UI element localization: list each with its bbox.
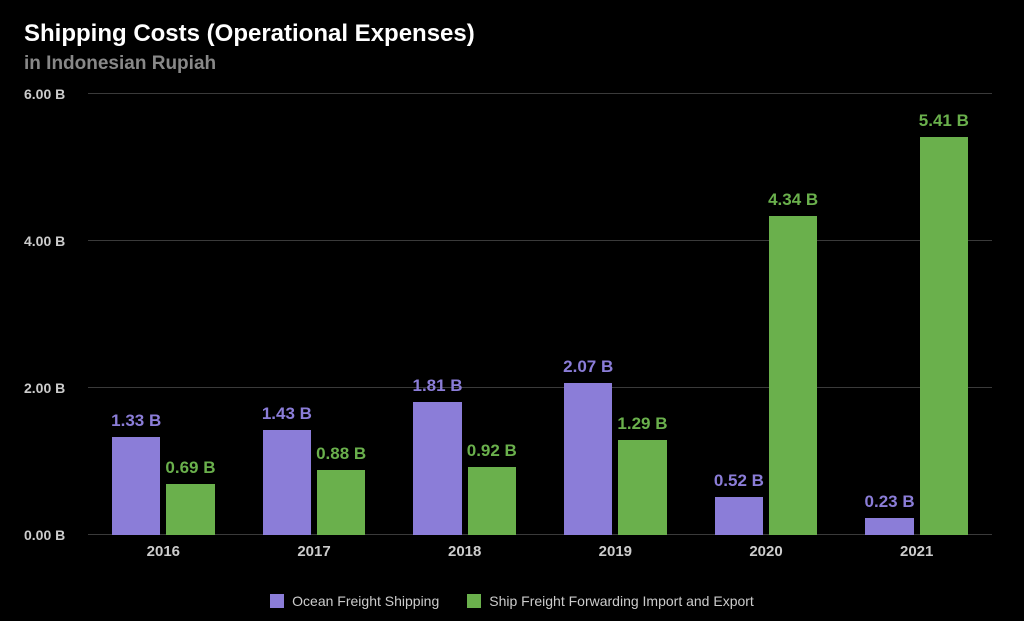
chart-title: Shipping Costs (Operational Expenses) [24, 20, 1000, 49]
legend: Ocean Freight Shipping Ship Freight Forw… [0, 593, 1024, 609]
bar-value-label: 5.41 B [919, 111, 969, 131]
bar-value-label: 1.29 B [617, 414, 667, 434]
bar [618, 440, 666, 535]
x-tick-label: 2021 [841, 537, 992, 565]
bar-value-label: 0.88 B [316, 444, 366, 464]
bar-group: 0.23 B 5.41 B [841, 94, 992, 535]
legend-label: Ocean Freight Shipping [292, 593, 439, 609]
bar [112, 437, 160, 535]
x-tick-label: 2018 [389, 537, 540, 565]
bar [865, 518, 913, 535]
bar [564, 383, 612, 535]
bar-groups: 1.33 B 0.69 B 1.43 B0.88 B 1.81 B 0.92 B 2.07… [88, 94, 992, 535]
chart-area: 1.33 B 0.69 B 1.43 B0.88 B 1.81 B 0.92 B 2.07… [24, 94, 1000, 565]
bar [769, 216, 817, 535]
bar [317, 470, 365, 535]
bar-value-label: 0.23 B [865, 492, 915, 512]
bar-value-label: 0.52 B [714, 471, 764, 491]
chart-subtitle: in Indonesian Rupiah [24, 53, 1000, 75]
y-tick-label: 6.00 B [24, 86, 84, 102]
bar [715, 497, 763, 535]
legend-swatch [270, 594, 284, 608]
legend-item-ocean-freight: Ocean Freight Shipping [270, 593, 439, 609]
bar-group: 1.33 B 0.69 B [88, 94, 239, 535]
legend-item-freight-forwarding: Ship Freight Forwarding Import and Expor… [467, 593, 754, 609]
bar-value-label: 4.34 B [768, 190, 818, 210]
bar-value-label: 1.81 B [413, 376, 463, 396]
bar-group: 0.52 B 4.34 B [691, 94, 842, 535]
bar-value-label: 0.92 B [467, 441, 517, 461]
bar-group: 1.81 B 0.92 B [389, 94, 540, 535]
x-tick-label: 2019 [540, 537, 691, 565]
x-tick-label: 2016 [88, 537, 239, 565]
bar-value-label: 1.43 B [262, 404, 312, 424]
y-tick-label: 4.00 B [24, 233, 84, 249]
bar [413, 402, 461, 535]
y-tick-label: 2.00 B [24, 380, 84, 396]
bar-group: 2.07 B 1.29 B [540, 94, 691, 535]
bar [920, 137, 968, 535]
bar-value-label: 1.33 B [111, 411, 161, 431]
chart-container: Shipping Costs (Operational Expenses) in… [0, 0, 1024, 621]
legend-label: Ship Freight Forwarding Import and Expor… [489, 593, 754, 609]
bar-group: 1.43 B0.88 B [239, 94, 390, 535]
plot-area: 1.33 B 0.69 B 1.43 B0.88 B 1.81 B 0.92 B 2.07… [88, 94, 992, 535]
x-tick-label: 2017 [239, 537, 390, 565]
bar [166, 484, 214, 535]
legend-swatch [467, 594, 481, 608]
bar [263, 430, 311, 535]
bar-value-label: 0.69 B [165, 458, 215, 478]
bar-value-label: 2.07 B [563, 357, 613, 377]
y-tick-label: 0.00 B [24, 527, 84, 543]
x-tick-label: 2020 [691, 537, 842, 565]
bar [468, 467, 516, 535]
x-axis-labels: 201620172018201920202021 [88, 537, 992, 565]
